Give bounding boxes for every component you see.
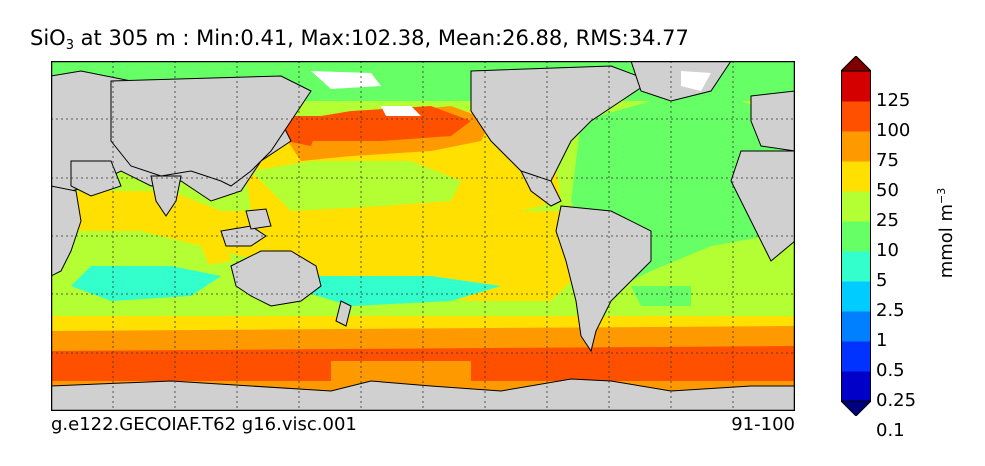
land-central-america bbox=[520, 170, 562, 207]
land-borneo bbox=[245, 208, 272, 230]
colorbar-tick-label: 0.25 bbox=[876, 390, 917, 411]
land-europe bbox=[750, 90, 795, 152]
colorbar-segment bbox=[841, 101, 871, 132]
land-asia bbox=[110, 75, 312, 187]
case-name: g.e122.GECOIAF.T62 g16.visc.001 bbox=[51, 414, 357, 435]
silicate-map bbox=[51, 61, 795, 411]
colorbar-tick-label: 0.1 bbox=[876, 420, 905, 441]
colorbar-segment bbox=[841, 71, 871, 102]
colorbar-tick-label: 2.5 bbox=[876, 300, 905, 321]
colorbar-tick-label: 50 bbox=[876, 180, 899, 201]
southern-cyan-band-1 bbox=[71, 266, 221, 301]
units-label: mmol m−3 bbox=[935, 187, 957, 279]
colorbar-max-triangle bbox=[841, 56, 871, 72]
colorbar-segment bbox=[841, 371, 871, 402]
colorbar-segment bbox=[841, 311, 871, 342]
north-pacific-red bbox=[291, 106, 471, 141]
north-pacific-green-inner bbox=[251, 161, 461, 211]
sea-ice bbox=[311, 71, 711, 116]
plot-title: SiO3 at 305 m : Min:0.41, Max:102.38, Me… bbox=[30, 26, 689, 53]
colorbar-min-triangle bbox=[841, 400, 871, 416]
colorbar-segment bbox=[841, 341, 871, 372]
okhotsk-red bbox=[286, 116, 321, 146]
land-indonesia bbox=[220, 225, 267, 247]
south-atlantic-cyan bbox=[631, 286, 691, 306]
colorbar-segment bbox=[841, 251, 871, 282]
land-africa-right bbox=[730, 150, 795, 262]
colorbar-segment bbox=[841, 131, 871, 162]
colorbar-tick-label: 5 bbox=[876, 270, 888, 291]
indian-ocean-green bbox=[51, 231, 211, 276]
map-frame bbox=[51, 61, 795, 411]
colorbar-tick-label: 0.5 bbox=[876, 360, 905, 381]
graticule bbox=[51, 61, 795, 411]
land-africa-east bbox=[51, 185, 82, 277]
colorbar-tick-label: 1 bbox=[876, 330, 888, 351]
land-arabia bbox=[70, 160, 122, 197]
colorbar-tick-label: 125 bbox=[876, 90, 911, 111]
land-australia bbox=[230, 250, 322, 307]
colorbar-segment bbox=[841, 281, 871, 312]
equatorial-yellow bbox=[201, 211, 581, 301]
colorbar-tick-label: 100 bbox=[876, 120, 911, 141]
colorbar-segment bbox=[841, 161, 871, 192]
land-india bbox=[150, 175, 182, 217]
land-south-america bbox=[555, 205, 652, 353]
land-new-zealand bbox=[335, 300, 352, 327]
weddell-red bbox=[601, 346, 795, 391]
southern-cyan-band-2 bbox=[301, 276, 501, 306]
colorbar-tick-label: 25 bbox=[876, 210, 899, 231]
colorbar-tick-label: 10 bbox=[876, 240, 899, 261]
colorbar bbox=[841, 56, 871, 416]
colorbar-tick-label: 75 bbox=[876, 150, 899, 171]
colorbar-segment bbox=[841, 221, 871, 252]
year-range: 91-100 bbox=[731, 414, 795, 435]
colorbar-segment bbox=[841, 191, 871, 222]
